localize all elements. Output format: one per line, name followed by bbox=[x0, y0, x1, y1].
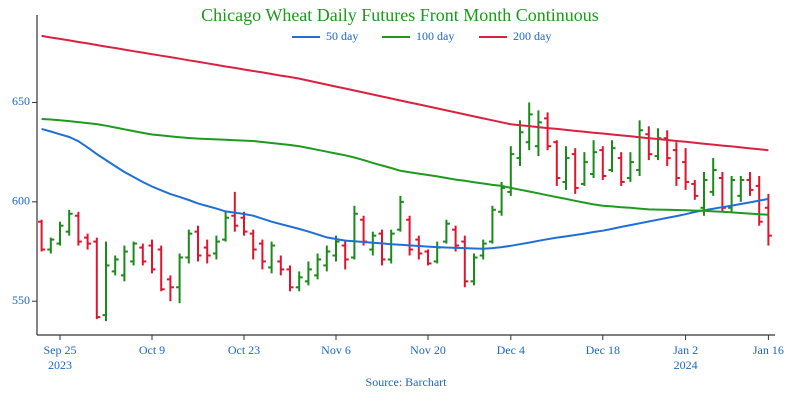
ma-line bbox=[41, 127, 769, 250]
y-tick-label: 650 bbox=[12, 94, 30, 108]
x-tick-label: Nov 20 bbox=[410, 343, 446, 357]
x-tick-label: Jan 16 bbox=[753, 343, 784, 357]
source-note: Source: Barchart bbox=[366, 375, 448, 389]
y-tick-label: 600 bbox=[12, 194, 30, 208]
x-tick-label: Sep 25 2023 bbox=[44, 343, 77, 372]
ma-line bbox=[41, 118, 769, 216]
x-tick-label: Nov 6 bbox=[321, 343, 351, 357]
chart-title: Chicago Wheat Daily Futures Front Month … bbox=[201, 5, 599, 25]
legend-label: 50 day bbox=[326, 29, 358, 43]
x-tick-label: Jan 2 2024 bbox=[673, 343, 698, 372]
legend-label: 200 day bbox=[513, 29, 551, 43]
x-tick-label: Dec 18 bbox=[586, 343, 620, 357]
x-tick-label: Oct 23 bbox=[228, 343, 260, 357]
ma-line bbox=[41, 34, 769, 152]
legend-label: 100 day bbox=[416, 29, 454, 43]
x-tick-label: Oct 9 bbox=[139, 343, 165, 357]
x-tick-label: Dec 4 bbox=[497, 343, 525, 357]
y-tick-label: 550 bbox=[12, 293, 30, 307]
